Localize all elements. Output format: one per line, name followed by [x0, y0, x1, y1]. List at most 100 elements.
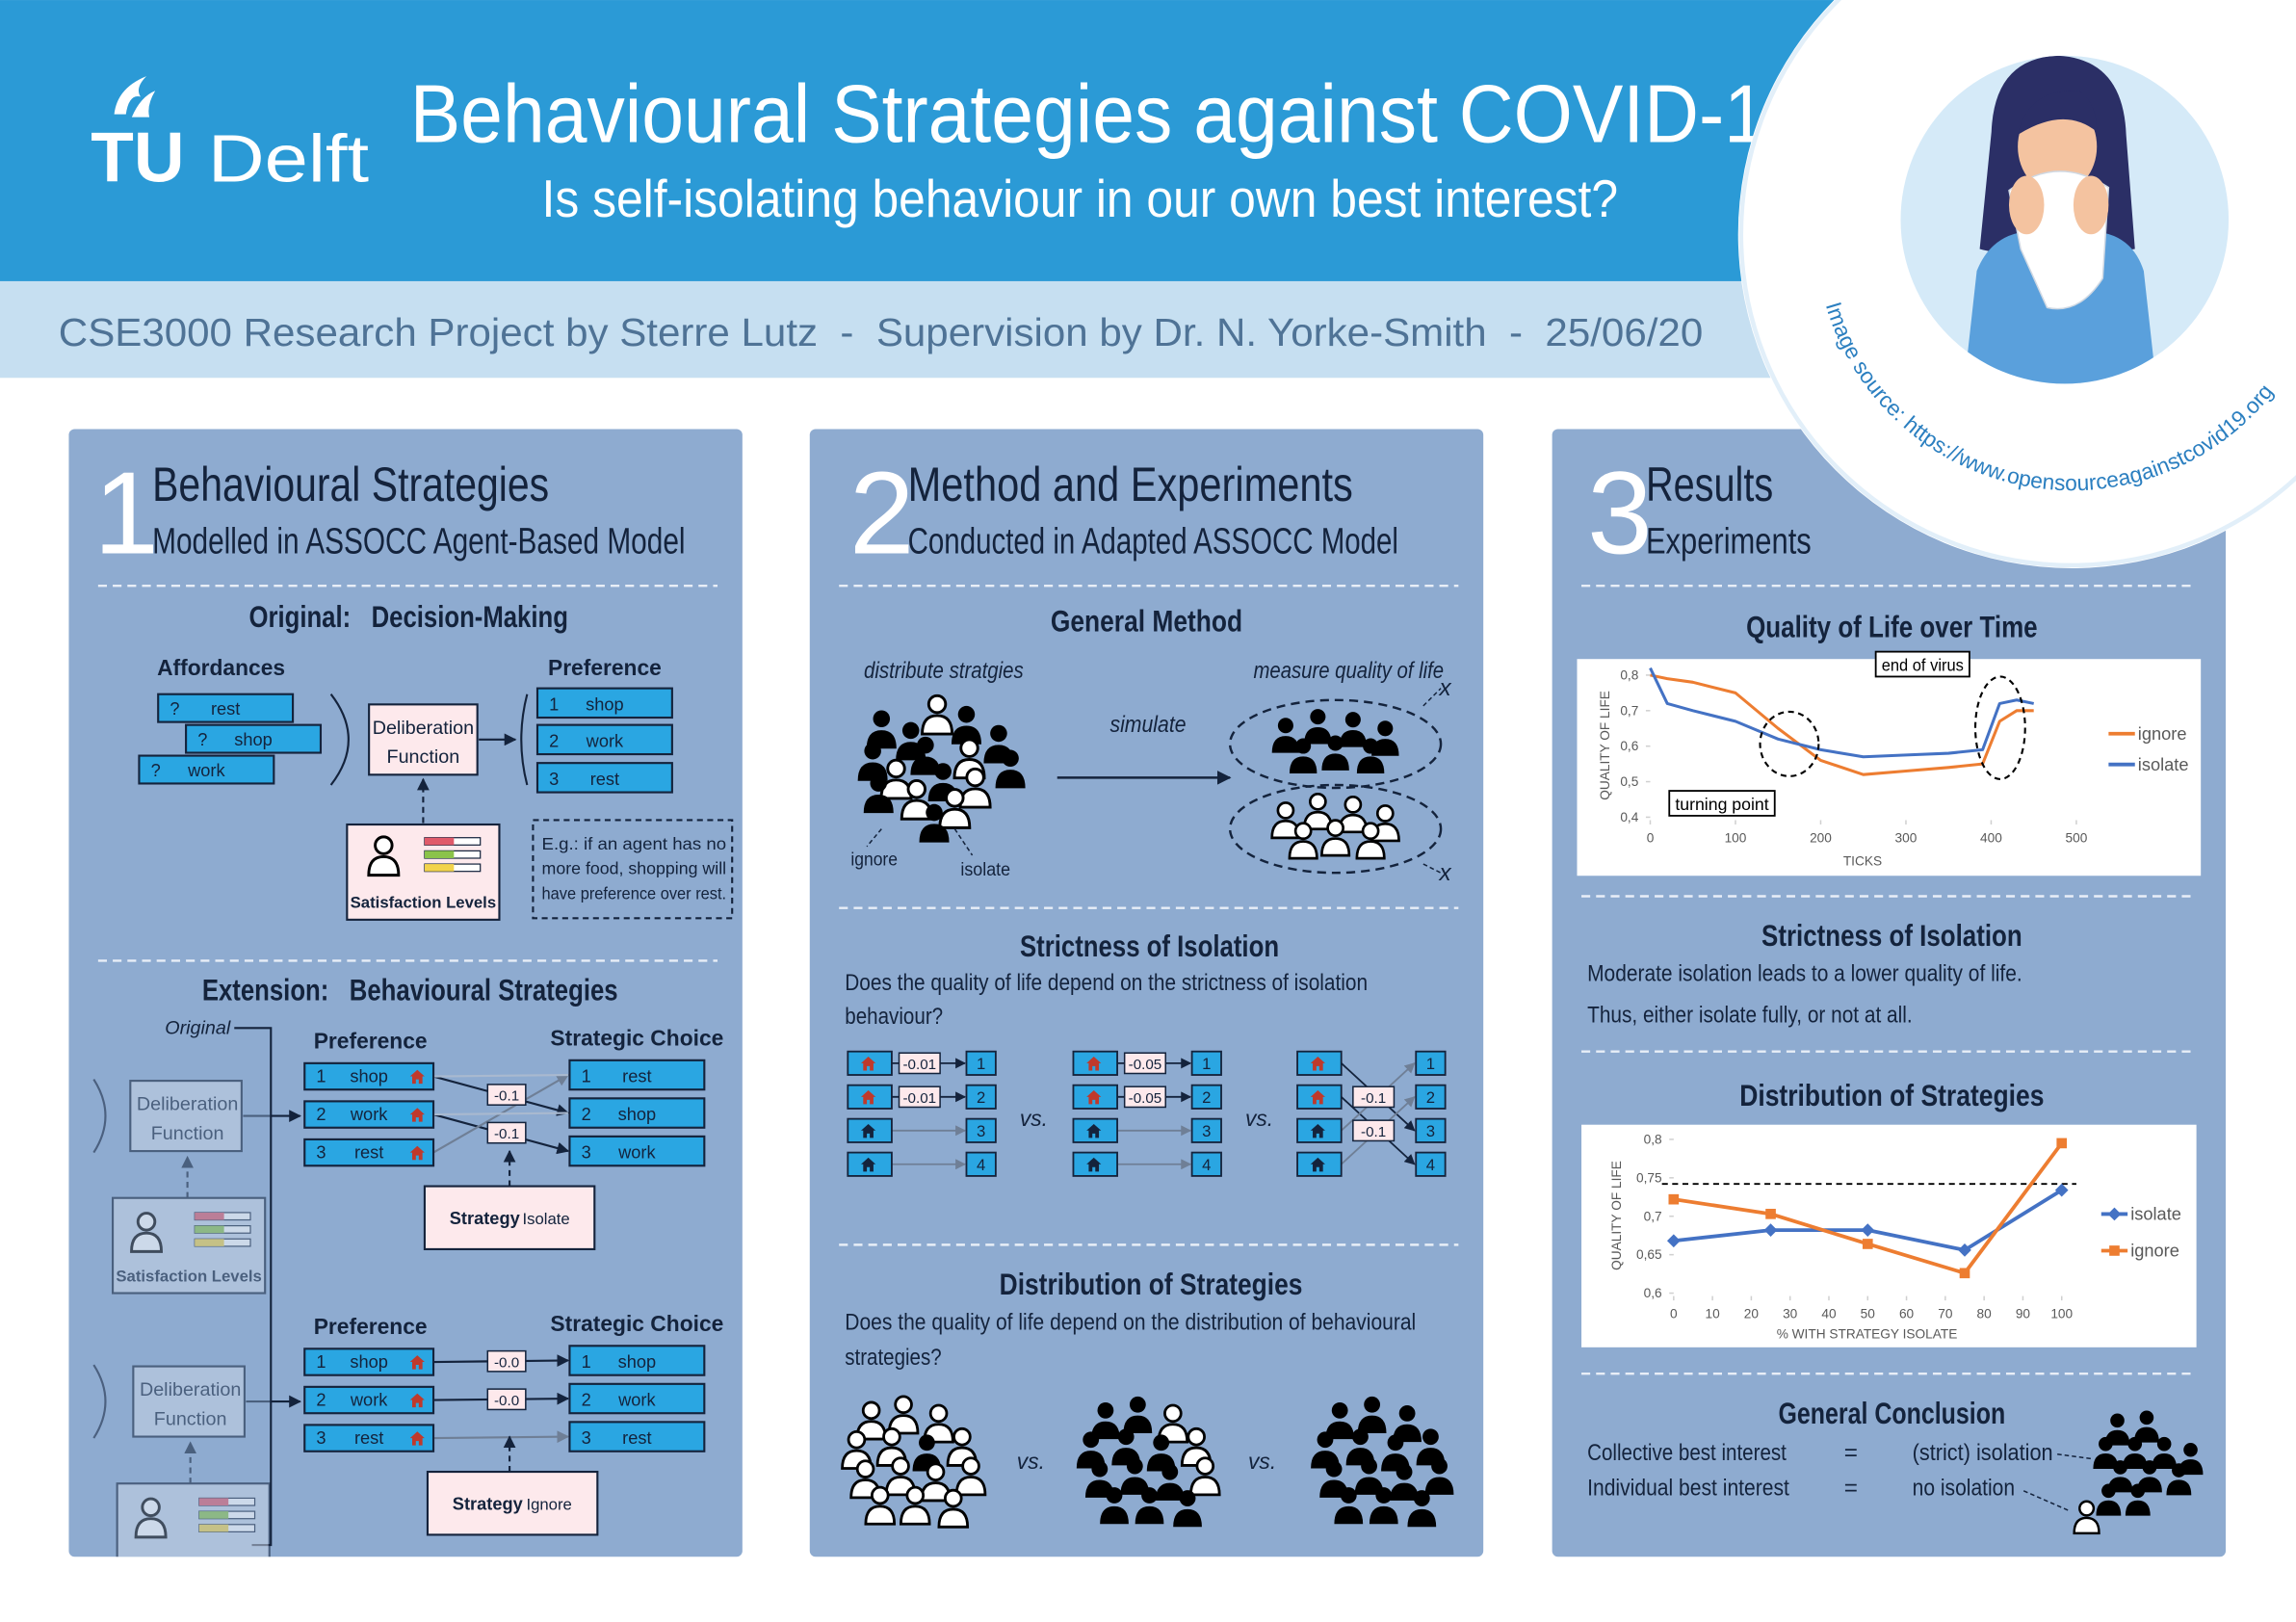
annotation: turning point — [1675, 795, 1768, 814]
byline: CSE3000 Research Project by Sterre Lutz … — [59, 310, 1703, 354]
subheading: General Conclusion — [1779, 1396, 2006, 1430]
level-bar-fill — [195, 1239, 224, 1246]
section-title: Behavioural Strategies — [152, 458, 549, 511]
item-label: rest — [354, 1427, 383, 1448]
item-rank: ? — [151, 760, 161, 780]
note-box — [532, 819, 734, 920]
hand — [2009, 175, 2045, 235]
point-marker — [1958, 1243, 1971, 1257]
text: simulate — [1109, 712, 1186, 738]
weight-label: -0.0 — [494, 1393, 519, 1409]
weight-box — [1123, 1086, 1167, 1109]
y-tick-label: 0,8 — [1644, 1132, 1662, 1146]
point-marker — [1763, 1223, 1778, 1237]
connector — [433, 1112, 568, 1116]
item-rank: 3 — [582, 1427, 591, 1448]
poster-title: Behavioural Strategies against COVID-19 — [410, 69, 1809, 161]
item-rank: 1 — [582, 1066, 591, 1086]
text: Isolate — [522, 1210, 569, 1228]
highlight-outline — [1759, 710, 1820, 777]
poster-subtitle: Is self-isolating behaviour in our own b… — [542, 169, 1619, 228]
item-rank: 1 — [549, 693, 559, 714]
weight-label: -0.05 — [1129, 1090, 1162, 1107]
text: 3 — [977, 1122, 985, 1140]
bracket — [329, 693, 350, 786]
list-item — [568, 1135, 706, 1167]
target-box — [1190, 1117, 1222, 1143]
weight-box — [486, 1349, 527, 1373]
text: Moderate isolation leads to a lower qual… — [1587, 961, 2022, 987]
y-tick-label: 0,65 — [1636, 1247, 1662, 1262]
weight-label: -0.05 — [1129, 1057, 1162, 1073]
y-tick-label: 0,75 — [1636, 1170, 1662, 1185]
item-rank: 1 — [316, 1351, 326, 1372]
list-item — [185, 723, 323, 754]
section-number: 1 — [93, 448, 159, 579]
target-box — [965, 1050, 997, 1076]
section-number: 3 — [1587, 448, 1653, 579]
weight-label: -0.01 — [903, 1057, 937, 1073]
text: 1 — [1426, 1055, 1435, 1073]
weight-label: -0.0 — [494, 1354, 519, 1371]
item-rank: 3 — [549, 769, 559, 789]
level-bar-fill — [424, 864, 455, 872]
level-bar-fill — [195, 1225, 224, 1234]
chart-title: Quality of Life over Time — [1746, 609, 2038, 643]
target-box — [965, 1151, 997, 1177]
subheading: Extension: Behavioural Strategies — [202, 972, 618, 1007]
illustration — [1962, 55, 2159, 384]
text: x — [1439, 675, 1452, 701]
text: Function — [387, 746, 460, 768]
x-tick-label: 300 — [1895, 830, 1918, 845]
label: Preference — [314, 1029, 428, 1054]
text: Function — [154, 1408, 227, 1429]
item-label: shop — [618, 1351, 657, 1372]
y-tick-label: 0,7 — [1644, 1209, 1662, 1223]
weight-box — [1123, 1052, 1167, 1075]
weight-box — [486, 1084, 527, 1106]
x-tick-label: 10 — [1706, 1306, 1721, 1321]
text: strategies? — [845, 1345, 941, 1371]
item-label: work — [617, 1142, 656, 1163]
body — [1962, 231, 2159, 384]
y-tick-label: 0,6 — [1644, 1286, 1662, 1300]
x-tick-label: 100 — [2050, 1306, 2073, 1321]
legend-marker — [2109, 1245, 2120, 1256]
bracket — [520, 693, 529, 786]
text: 4 — [1202, 1156, 1211, 1174]
item-label: rest — [622, 1066, 651, 1086]
subheading: Strictness of Isolation — [1761, 918, 2022, 953]
highlight-outline — [1973, 675, 2026, 780]
section-title: Results — [1646, 458, 1773, 511]
point-marker — [1668, 1193, 1680, 1205]
list-item — [568, 1345, 706, 1376]
item-rank: 2 — [316, 1104, 326, 1124]
list-item — [568, 1382, 706, 1415]
agent-box — [1072, 1151, 1118, 1177]
level-bar-fill — [424, 837, 455, 846]
text: Function — [151, 1123, 224, 1144]
list-item — [303, 1347, 435, 1376]
item-rank: 2 — [582, 1390, 591, 1410]
group-outline — [1228, 698, 1443, 790]
text: no isolation — [1913, 1475, 2015, 1501]
logo-flame — [114, 76, 156, 118]
target-box — [1190, 1084, 1222, 1110]
item-rank: 2 — [316, 1390, 326, 1410]
text: distribute stratgies — [864, 658, 1024, 684]
x-tick-label: 100 — [1725, 830, 1747, 845]
section-subtitle: Experiments — [1646, 522, 1812, 562]
point-marker — [1862, 1239, 1873, 1249]
item-rank: 2 — [582, 1104, 591, 1124]
point-marker — [2056, 1138, 2068, 1149]
text: 4 — [1426, 1156, 1435, 1174]
target-box — [965, 1084, 997, 1110]
text: Does the quality of life depend on the d… — [845, 1310, 1416, 1336]
weight-box — [486, 1388, 527, 1411]
connector — [2022, 1490, 2072, 1512]
pointer — [953, 828, 974, 856]
item-rank: ? — [197, 729, 207, 749]
item-label: rest — [622, 1427, 651, 1448]
faded-original: Deliberation Function — [92, 1364, 272, 1557]
